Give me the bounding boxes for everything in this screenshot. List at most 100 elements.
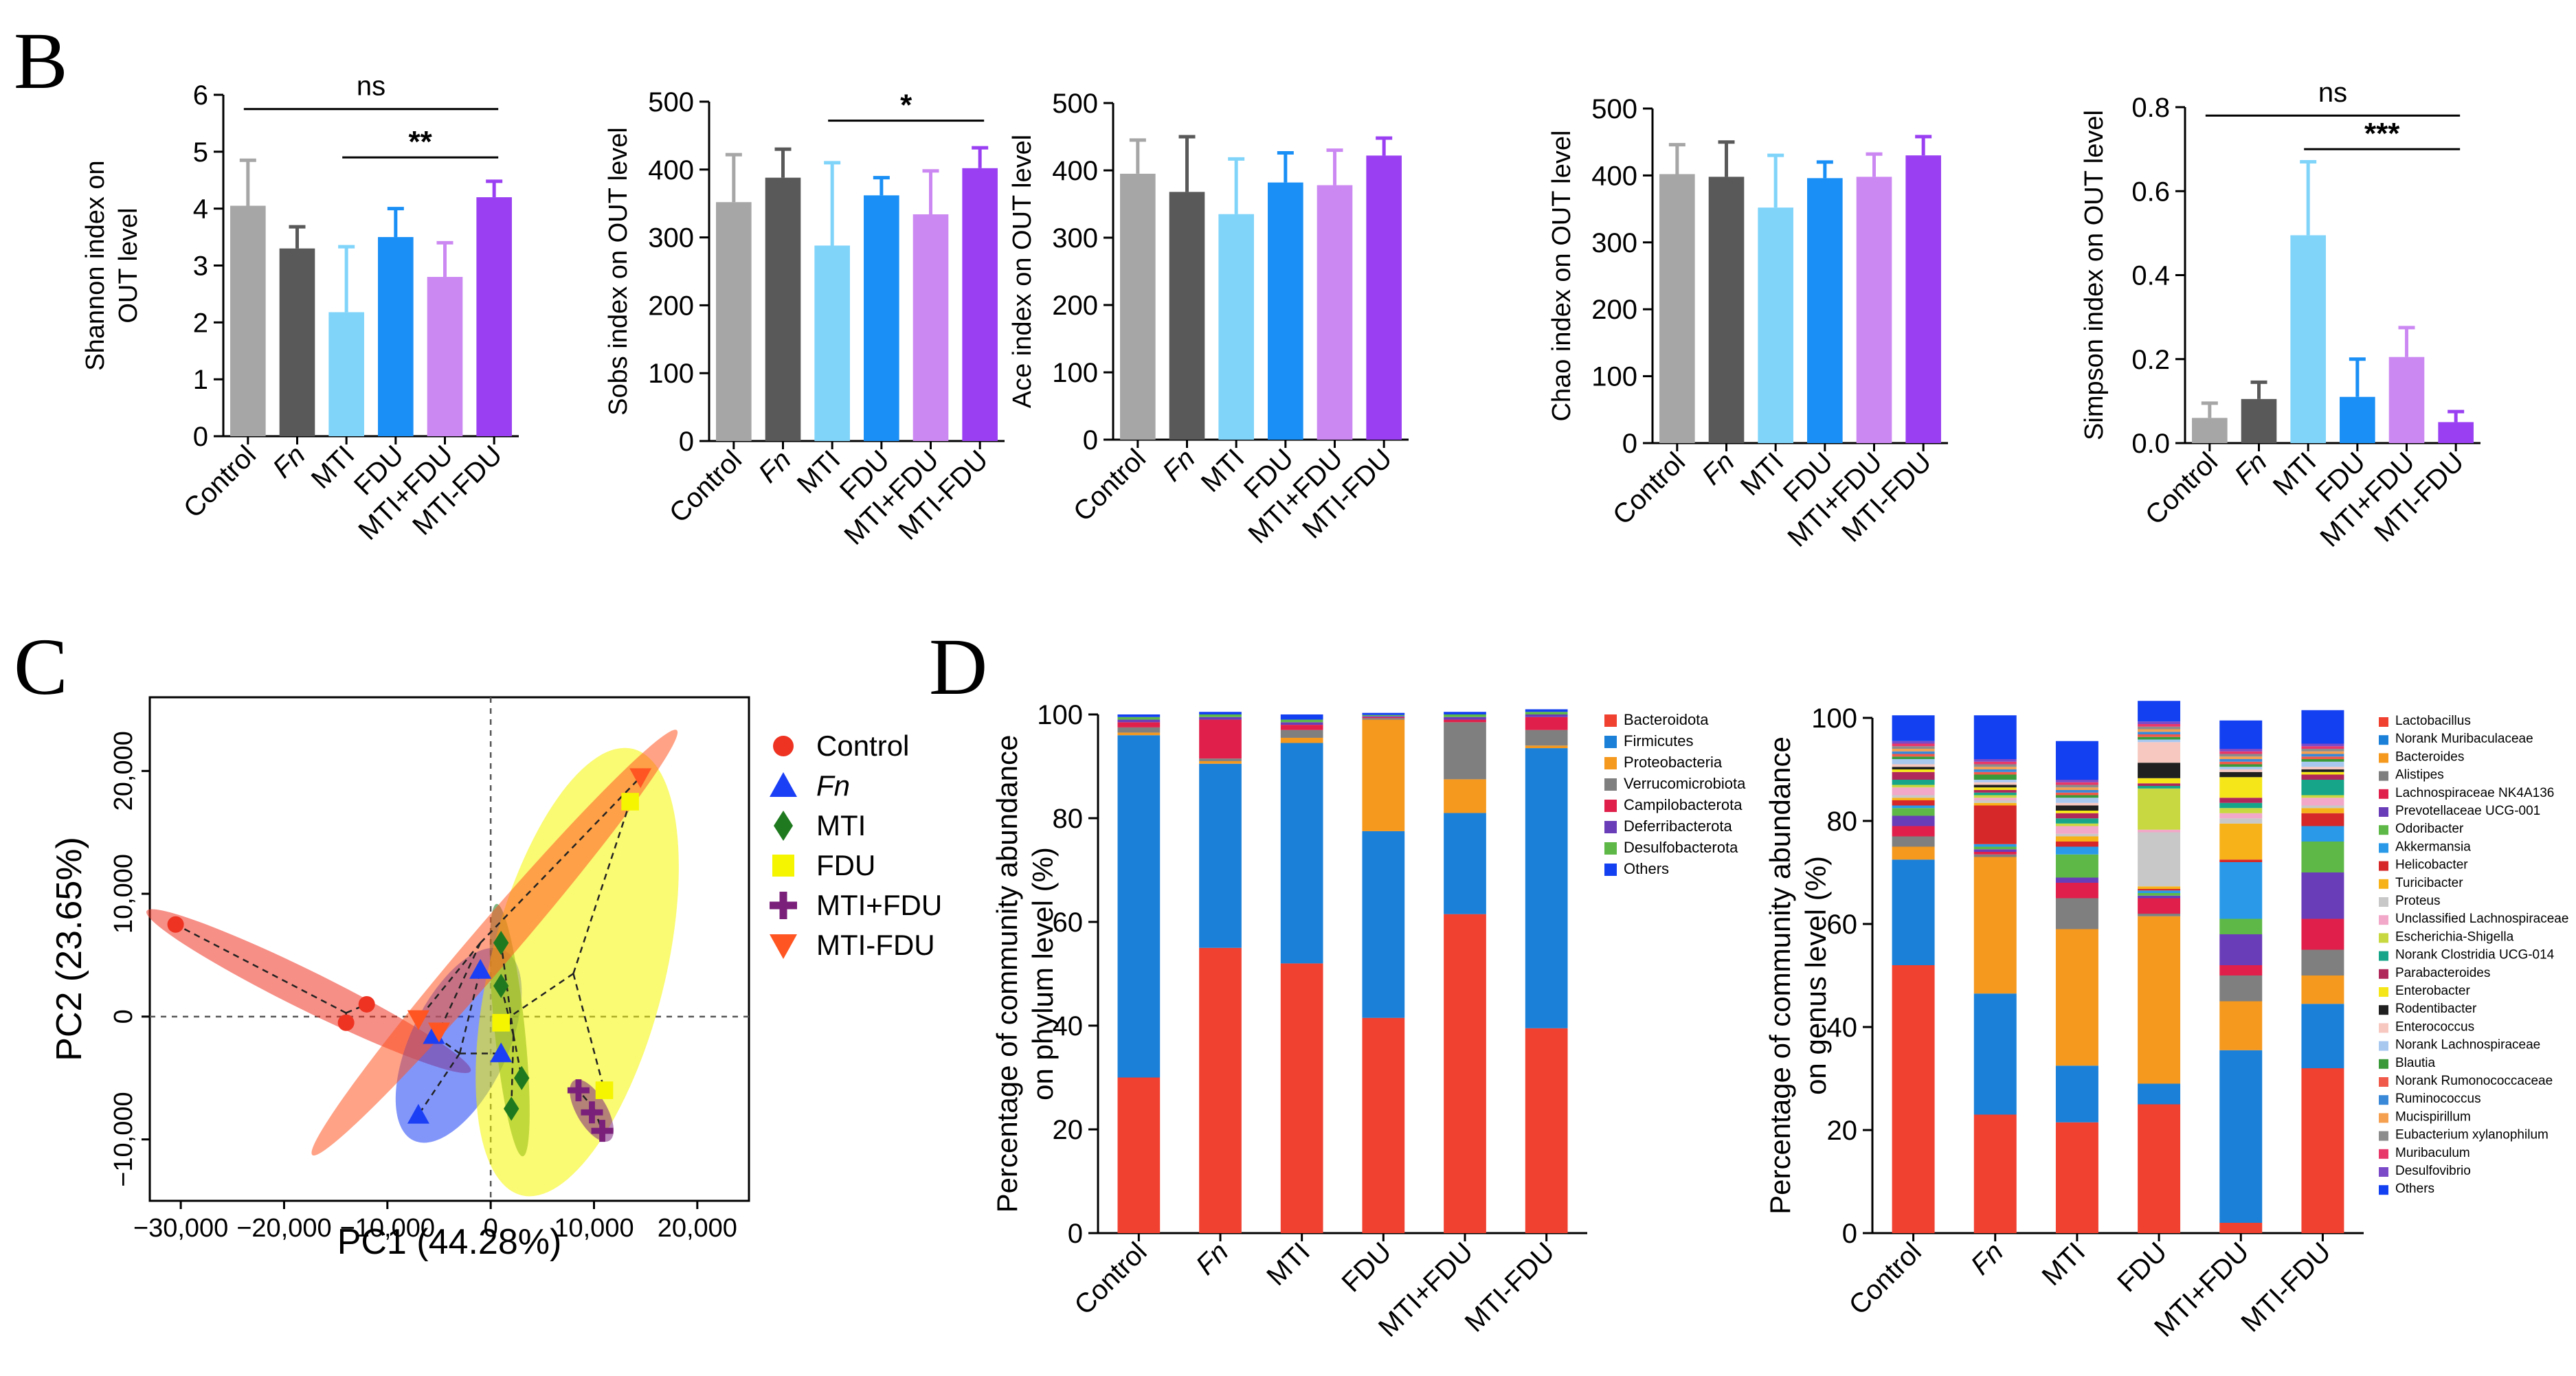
x-tick-label-control: Control bbox=[178, 440, 262, 523]
legend-swatch-enterococcus bbox=[2379, 1023, 2388, 1033]
y-tick-label: 2 bbox=[193, 308, 208, 338]
stack-segment-mucispirillum bbox=[2301, 751, 2344, 754]
y-tick-label: 1 bbox=[193, 365, 208, 395]
y-tick-label: 200 bbox=[1591, 295, 1637, 325]
stack-segment-ruminococcus bbox=[2138, 732, 2181, 734]
y-tick-label: 20 bbox=[1827, 1116, 1858, 1146]
stack-segment-proteus bbox=[1973, 800, 2017, 803]
legend-label-campilobacterota: Campilobacterota bbox=[1624, 796, 1743, 813]
legend-label-lachnospiraceae-nk4a136: Lachnospiraceae NK4A136 bbox=[2395, 786, 2554, 800]
sobs-bar-chart: 0 100 200 300 400 500 Sobs index on OUT level C… bbox=[604, 87, 1005, 551]
chao-bar-chart: 0 100 200 300 400 500 Chao index on OUT level C… bbox=[1547, 94, 1948, 553]
legend-marker-mti bbox=[774, 811, 793, 841]
stack-segment-alistipes bbox=[2138, 914, 2181, 916]
stack-segment-proteobacteria bbox=[1444, 779, 1486, 813]
stack-segment-ruminococcus bbox=[2301, 754, 2344, 757]
y-tick-label: 100 bbox=[1037, 700, 1083, 730]
stack-segment-desulfobacterota bbox=[1280, 719, 1323, 723]
stack-segment-escherichia-shigella bbox=[2055, 823, 2098, 826]
stack-segment-blautia bbox=[2219, 764, 2263, 767]
stack-segment-blautia bbox=[1973, 774, 2017, 780]
legend-label-bacteroides: Bacteroides bbox=[2395, 749, 2464, 764]
bar-mti-plus-fdu bbox=[1317, 185, 1353, 440]
x-tick-label-mti: MTI bbox=[306, 440, 361, 495]
x-tick-label-fn: Fn bbox=[1190, 1237, 1234, 1281]
legend-swatch-desulfobacterota bbox=[1604, 842, 1617, 855]
legend-label-unclassified-lachnospiraceae: Unclassified Lachnospiraceae bbox=[2395, 912, 2568, 926]
stack-segment-eubacterium-xylanophilum bbox=[1892, 746, 1935, 749]
x-tick-label-mti: MTI bbox=[1196, 443, 1251, 498]
x-tick-label: −10,000 bbox=[340, 1214, 435, 1243]
legend-swatch-norank-muribaculaceae bbox=[2379, 735, 2388, 745]
legend-swatch-verrucomicrobiota bbox=[1604, 778, 1617, 791]
legend-label-enterobacter: Enterobacter bbox=[2395, 984, 2470, 998]
y-tick-label: 0.8 bbox=[2131, 93, 2170, 123]
y-tick-label: 6 bbox=[193, 80, 208, 111]
bar-fn bbox=[1708, 177, 1745, 443]
stack-segment-unclassified-lachnospiraceae bbox=[1973, 798, 2017, 800]
stack-segment-prevotellaceae-ucg-001 bbox=[2055, 877, 2098, 883]
panel-letter-c: C bbox=[14, 622, 68, 712]
x-tick-label-mti: MTI bbox=[792, 444, 847, 499]
legend-marker-mti-fdu bbox=[770, 934, 797, 959]
stack-segment-norank-clostridia-ucg-014 bbox=[2138, 786, 2181, 789]
stack-segment-lactobacillus bbox=[2055, 1122, 2098, 1233]
stack-segment-others bbox=[1973, 715, 2017, 759]
stack-segment-lactobacillus bbox=[2219, 1223, 2263, 1233]
stack-segment-alistipes bbox=[2219, 975, 2263, 1002]
legend-label-muribaculum: Muribaculum bbox=[2395, 1146, 2470, 1160]
data-point-fdu bbox=[595, 1081, 614, 1099]
legend-label-deferribacterota: Deferribacterota bbox=[1624, 817, 1733, 835]
legend-swatch-others bbox=[2379, 1185, 2388, 1195]
data-point-mti-plus-fdu bbox=[581, 1101, 603, 1124]
stack-segment-norank-muribaculaceae bbox=[2138, 1083, 2181, 1105]
stack-segment-akkermansia bbox=[2219, 862, 2263, 919]
stack-segment-parabacteroides bbox=[2055, 813, 2098, 819]
bar-mti-fdu bbox=[962, 168, 998, 441]
genus-stacked-bar-chart: 0 20 40 60 80 100 Percentage of community abun… bbox=[1764, 701, 2568, 1343]
centroid-spoke-control bbox=[175, 923, 347, 1014]
stack-segment-akkermansia bbox=[2055, 846, 2098, 855]
stack-segment-akkermansia bbox=[1973, 844, 2017, 847]
stack-segment-odoribacter bbox=[2301, 842, 2344, 872]
y-axis-label: Simpson index on OUT level bbox=[2080, 110, 2109, 440]
stack-segment-lachnospiraceae-nk4a136 bbox=[2301, 918, 2344, 950]
legend-swatch-enterobacter bbox=[2379, 987, 2388, 997]
legend-label-others: Others bbox=[1624, 860, 1669, 877]
y-tick-label: 400 bbox=[1591, 161, 1637, 191]
stack-segment-norank-muribaculaceae bbox=[1973, 993, 2017, 1115]
legend-swatch-escherichia-shigella bbox=[2379, 933, 2388, 943]
stack-segment-odoribacter bbox=[2219, 918, 2263, 934]
centroid-spoke-control bbox=[346, 1003, 368, 1014]
legend-label-rodentibacter: Rodentibacter bbox=[2395, 1002, 2477, 1016]
data-point-mti-fdu bbox=[629, 768, 652, 789]
y-tick-label: 100 bbox=[1591, 362, 1637, 392]
bar-fdu bbox=[2340, 396, 2375, 443]
stack-segment-bacteroides bbox=[2301, 975, 2344, 1004]
bar-mti-plus-fdu bbox=[1856, 177, 1892, 443]
legend-label-desulfobacterota: Desulfobacterota bbox=[1624, 839, 1738, 856]
stack-segment-others bbox=[2138, 701, 2181, 722]
x-tick-label-control: Control bbox=[1844, 1237, 1927, 1320]
stack-segment-mucispirillum bbox=[1973, 767, 2017, 769]
x-tick-label-mti: MTI bbox=[2267, 447, 2322, 501]
legend-label-control: Control bbox=[816, 730, 909, 762]
stack-segment-unclassified-lachnospiraceae bbox=[2219, 813, 2263, 819]
stack-segment-enterobacter bbox=[1973, 787, 2017, 790]
legend-swatch-norank-rumonococcaceae bbox=[2379, 1077, 2388, 1087]
confidence-ellipse-control bbox=[146, 909, 471, 1074]
stack-segment-bacteroidota bbox=[1362, 1017, 1405, 1233]
stack-segment-lactobacillus bbox=[1973, 1114, 2017, 1233]
stack-segment-deferribacterota bbox=[1199, 717, 1242, 720]
stack-segment-unclassified-lachnospiraceae bbox=[1892, 787, 1935, 796]
stack-segment-helicobacter bbox=[2301, 813, 2344, 826]
stack-segment-helicobacter bbox=[2055, 842, 2098, 847]
legend-label-desulfovibrio: Desulfovibrio bbox=[2395, 1164, 2471, 1178]
stack-segment-desulfobacterota bbox=[1362, 714, 1405, 717]
stack-segment-norank-rumonococcaceae bbox=[2301, 756, 2344, 759]
bar-control bbox=[230, 205, 266, 436]
x-tick-label-mti: MTI bbox=[2036, 1237, 2091, 1292]
legend-marker-mti-plus-fdu bbox=[770, 892, 797, 919]
y-axis-label: on genus level (%) bbox=[1800, 856, 1832, 1095]
stack-segment-enterobacter bbox=[2219, 777, 2263, 798]
